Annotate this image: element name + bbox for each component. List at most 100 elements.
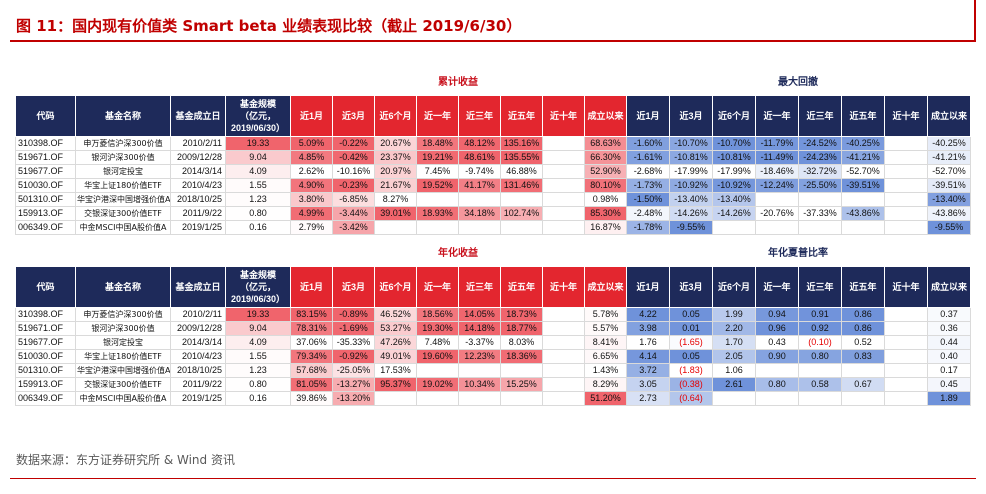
header-fund-size-line: （亿元，	[239, 111, 276, 121]
cell-fund-name: 银河沪深300价值	[75, 321, 171, 336]
cell-right-value: -1.78%	[626, 220, 670, 235]
cell-right-value: 0.67	[841, 377, 885, 392]
cell-left-value: 46.52%	[374, 307, 417, 322]
cell-left-value: 135.16%	[500, 136, 543, 151]
cell-right-value: -41.21%	[841, 150, 885, 165]
cell-left-value	[374, 391, 417, 406]
cell-right-value	[712, 391, 756, 406]
cell-left-value: -10.16%	[332, 164, 375, 179]
cell-left-value	[500, 391, 543, 406]
header-left-period: 近3月	[332, 95, 375, 137]
cell-right-value: 0.05	[669, 307, 713, 322]
cell-left-value: -25.05%	[332, 363, 375, 378]
cell-left-value: 81.05%	[290, 377, 333, 392]
header-inception-date: 基金成立日	[170, 266, 226, 308]
cell-left-value	[416, 220, 459, 235]
cell-left-value	[542, 349, 585, 364]
cell-right-value: 1.06	[712, 363, 756, 378]
table-header: 代码 基金名称 基金成立日 基金规模 （亿元， 2019/06/30） 近1月 近3月 近6个月…	[15, 95, 971, 137]
cell-left-value	[416, 192, 459, 207]
footer-rule	[10, 478, 976, 479]
cell-fund-size: 19.33	[225, 307, 291, 322]
cell-right-value: 2.20	[712, 321, 756, 336]
header-left-period: 近1月	[290, 95, 333, 137]
cell-right-value	[884, 192, 928, 207]
cell-right-value: -2.48%	[626, 206, 670, 221]
cell-left-value: 85.30%	[584, 206, 627, 221]
cell-right-value: -10.81%	[669, 150, 713, 165]
cell-left-value: 79.34%	[290, 349, 333, 364]
cell-right-value: -39.51%	[841, 178, 885, 193]
cell-left-value: 66.30%	[584, 150, 627, 165]
cell-left-value	[458, 363, 501, 378]
cell-left-value: -13.27%	[332, 377, 375, 392]
table-row: 519677.OF 银河定投宝 2014/3/14 4.09 37.06% -35.33%…	[15, 335, 971, 350]
cell-inception-date: 2009/12/28	[170, 150, 226, 165]
cell-right-value: -17.99%	[712, 164, 756, 179]
cell-left-value: -1.69%	[332, 321, 375, 336]
header-right-period: 近五年	[841, 95, 885, 137]
cell-fund-code: 510030.OF	[15, 349, 76, 364]
cell-right-value: -43.86%	[841, 206, 885, 221]
cell-left-value	[542, 136, 585, 151]
header-left-period: 近十年	[542, 95, 585, 137]
cell-right-value	[755, 192, 799, 207]
cell-right-value: 0.92	[798, 321, 842, 336]
cell-right-value: 0.40	[927, 349, 971, 364]
cell-left-value	[458, 391, 501, 406]
cell-left-value: 46.88%	[500, 164, 543, 179]
cell-right-value: 0.94	[755, 307, 799, 322]
cell-right-value: -12.24%	[755, 178, 799, 193]
table-row: 519677.OF 银河定投宝 2014/3/14 4.09 2.62% -10.16% 2…	[15, 164, 971, 179]
header-right-period: 近1月	[626, 95, 670, 137]
cell-right-value: -18.46%	[755, 164, 799, 179]
header-code: 代码	[15, 95, 76, 137]
header-right-period: 近五年	[841, 266, 885, 308]
cell-right-value	[755, 391, 799, 406]
cell-left-value: 20.67%	[374, 136, 417, 151]
header-left-period: 近6个月	[374, 95, 417, 137]
header-right-period: 近三年	[798, 266, 842, 308]
cell-left-value: 19.52%	[416, 178, 459, 193]
cell-right-value	[841, 220, 885, 235]
cell-fund-code: 310398.OF	[15, 307, 76, 322]
header-row: 代码 基金名称 基金成立日 基金规模 （亿元， 2019/06/30） 近1月 近3月 近6个月…	[15, 95, 971, 137]
cell-right-value: -52.70%	[927, 164, 971, 179]
cell-left-value	[542, 321, 585, 336]
cell-fund-size: 1.55	[225, 349, 291, 364]
cell-left-value: 23.37%	[374, 150, 417, 165]
cell-fund-code: 006349.OF	[15, 220, 76, 235]
header-left-period: 近一年	[416, 95, 459, 137]
cell-right-value	[884, 136, 928, 151]
cell-left-value: 83.15%	[290, 307, 333, 322]
cell-left-value: 39.86%	[290, 391, 333, 406]
header-left-period: 近1月	[290, 266, 333, 308]
cell-fund-name: 银河定投宝	[75, 164, 171, 179]
cell-left-value	[458, 220, 501, 235]
header-left-period: 近五年	[500, 95, 543, 137]
table-row: 159913.OF 交银深证300价值ETF 2011/9/22 0.80 81.05%…	[15, 377, 971, 392]
cell-fund-name: 申万菱信沪深300价值	[75, 307, 171, 322]
cell-right-value: -32.72%	[798, 164, 842, 179]
cell-fund-size: 0.80	[225, 206, 291, 221]
header-fund-size-line: （亿元，	[239, 282, 276, 292]
title-underline-rule	[10, 40, 976, 42]
cell-right-value: 1.99	[712, 307, 756, 322]
cell-left-value	[542, 335, 585, 350]
cell-inception-date: 2014/3/14	[170, 164, 226, 179]
header-fund-name: 基金名称	[75, 266, 171, 308]
cell-fund-size: 0.80	[225, 377, 291, 392]
header-left-period: 近十年	[542, 266, 585, 308]
cell-fund-size: 1.23	[225, 363, 291, 378]
cell-left-value: 68.63%	[584, 136, 627, 151]
cell-left-value: 53.27%	[374, 321, 417, 336]
table-row: 510030.OF 华宝上证180价值ETF 2010/4/23 1.55 4.90% -…	[15, 178, 971, 193]
cell-right-value: 0.36	[927, 321, 971, 336]
cell-left-value: 21.67%	[374, 178, 417, 193]
header-left-period: 成立以来	[584, 95, 627, 137]
cell-left-value: 51.20%	[584, 391, 627, 406]
cell-left-value: 15.25%	[500, 377, 543, 392]
cell-left-value: 1.43%	[584, 363, 627, 378]
cell-right-value: 0.01	[669, 321, 713, 336]
cell-left-value: 2.62%	[290, 164, 333, 179]
